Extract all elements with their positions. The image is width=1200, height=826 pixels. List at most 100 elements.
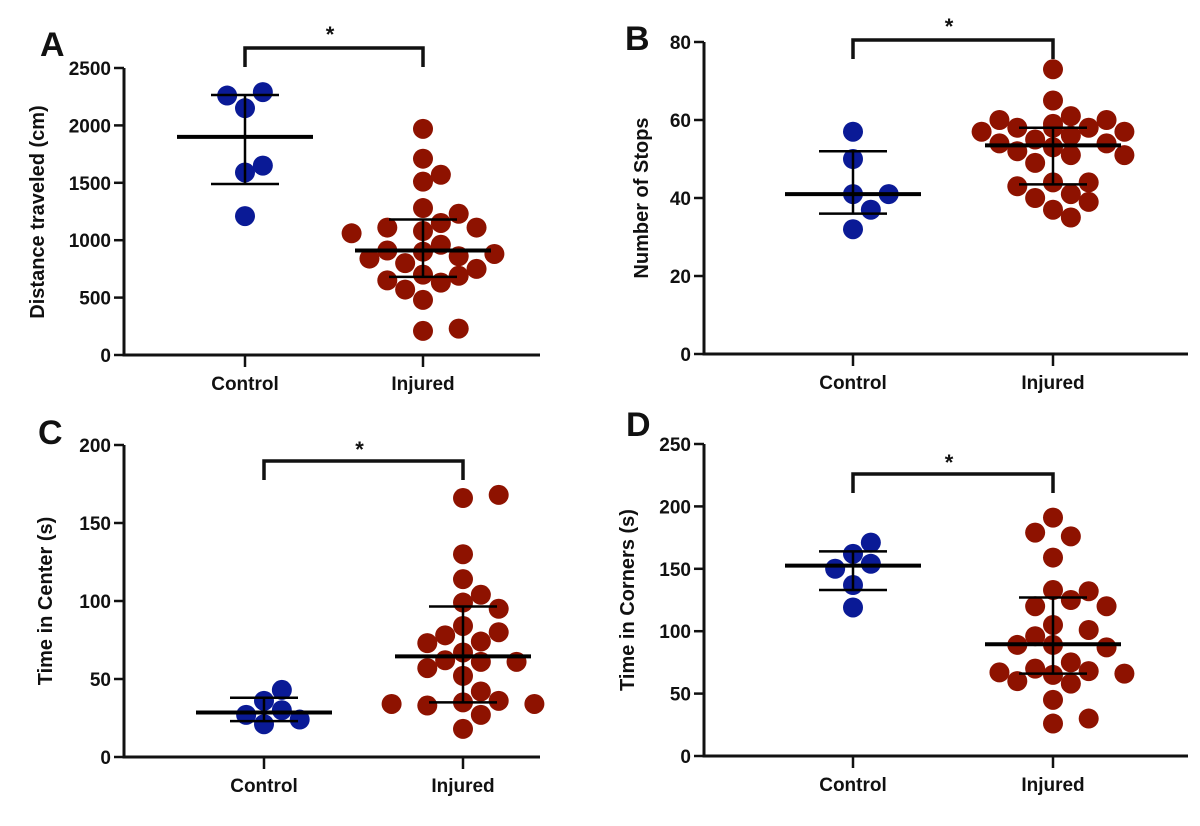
data-point xyxy=(413,289,433,310)
data-point xyxy=(381,693,402,714)
x-tick-label: Injured xyxy=(1021,775,1084,796)
significance-star: * xyxy=(945,14,954,39)
data-point xyxy=(430,272,451,293)
data-point xyxy=(448,318,469,339)
data-point xyxy=(1007,671,1028,692)
panel-label: D xyxy=(626,406,651,444)
data-point xyxy=(377,217,398,238)
data-point xyxy=(430,164,451,185)
data-point xyxy=(488,484,509,505)
data-point xyxy=(448,203,469,224)
data-point xyxy=(417,658,438,679)
data-point xyxy=(1096,110,1117,130)
data-point xyxy=(989,110,1010,130)
y-tick-label: 150 xyxy=(79,514,111,535)
data-point xyxy=(466,258,487,279)
data-point xyxy=(825,558,846,579)
data-point xyxy=(1007,117,1028,138)
panel-a: A 0 500 1000 1500 2000 2500 Distance traveled (… xyxy=(27,22,540,395)
y-axis-label: Time in Center (s) xyxy=(35,517,57,686)
significance-bracket xyxy=(243,46,425,67)
series-control xyxy=(196,679,332,735)
y-tick-label: 0 xyxy=(680,747,691,768)
data-point xyxy=(470,704,491,725)
y-tick-label: 1000 xyxy=(69,231,111,252)
data-point xyxy=(1114,121,1135,142)
data-point xyxy=(1060,673,1081,694)
data-point xyxy=(1025,152,1046,173)
y-tick-label: 0 xyxy=(680,345,691,366)
significance-bracket xyxy=(851,472,1055,493)
data-point xyxy=(1078,619,1099,640)
y-tick-label: 50 xyxy=(670,685,691,706)
y-tick-label: 0 xyxy=(100,748,111,769)
data-point xyxy=(254,714,274,735)
y-tick-label: 500 xyxy=(79,289,111,310)
data-point xyxy=(430,212,451,233)
data-point xyxy=(1043,580,1063,601)
panel-c: C 0 50 100 150 200 Time in Center (s) Control In… xyxy=(35,414,545,797)
data-point xyxy=(413,148,433,169)
y-tick-label: 100 xyxy=(659,622,691,643)
data-point xyxy=(989,662,1010,683)
data-point xyxy=(1114,663,1135,684)
data-point xyxy=(1096,596,1117,617)
y-tick-label: 60 xyxy=(670,111,691,132)
series-injured xyxy=(381,484,545,739)
panel-d: D 0 50 100 150 200 250 Time in Corners (s) Contr… xyxy=(617,406,1188,796)
y-tick-label: 200 xyxy=(79,436,111,457)
data-point xyxy=(1043,199,1063,220)
data-point xyxy=(1007,176,1028,197)
data-point xyxy=(453,569,473,590)
data-point xyxy=(435,650,456,671)
data-point xyxy=(1043,713,1063,734)
data-point xyxy=(524,693,545,714)
data-point xyxy=(359,248,380,269)
data-point xyxy=(1078,708,1099,729)
series-injured xyxy=(985,507,1135,734)
data-point xyxy=(466,217,487,238)
data-point xyxy=(453,544,473,565)
series-control xyxy=(177,82,313,227)
data-point xyxy=(470,584,491,605)
x-tick-label: Injured xyxy=(1021,373,1084,394)
data-point xyxy=(417,633,438,654)
data-point xyxy=(1043,507,1063,528)
y-axis-label: Time in Corners (s) xyxy=(617,509,639,691)
x-tick-label: Control xyxy=(819,373,887,394)
data-point xyxy=(488,598,509,619)
y-tick-label: 80 xyxy=(670,33,691,54)
data-point xyxy=(1078,117,1099,138)
y-tick-label: 250 xyxy=(659,435,691,456)
y-tick-label: 150 xyxy=(659,560,691,581)
series-injured xyxy=(971,59,1135,228)
data-point xyxy=(843,121,863,142)
data-point xyxy=(1060,652,1081,673)
data-point xyxy=(271,679,292,700)
data-point xyxy=(341,223,362,244)
series-injured xyxy=(341,118,505,341)
data-point xyxy=(289,709,310,730)
panel-label: B xyxy=(625,20,650,58)
data-point xyxy=(413,118,433,139)
data-point xyxy=(413,320,433,341)
data-point xyxy=(435,625,456,646)
data-point xyxy=(1043,689,1063,710)
data-point xyxy=(1078,172,1099,193)
data-point xyxy=(1025,596,1046,617)
data-point xyxy=(860,532,881,553)
data-point xyxy=(971,121,992,142)
data-point xyxy=(470,631,491,652)
panel-b: B 0 20 40 60 80 Number of Stops Control Injured * xyxy=(625,14,1188,394)
data-point xyxy=(1096,637,1117,658)
x-tick-label: Injured xyxy=(391,374,454,395)
data-point xyxy=(1043,547,1063,568)
panel-label: C xyxy=(38,414,63,452)
y-tick-label: 1500 xyxy=(69,174,111,195)
data-point xyxy=(843,597,863,618)
data-point xyxy=(470,681,491,702)
data-point xyxy=(1043,59,1063,80)
y-tick-label: 100 xyxy=(79,592,111,613)
data-point xyxy=(1060,106,1081,127)
